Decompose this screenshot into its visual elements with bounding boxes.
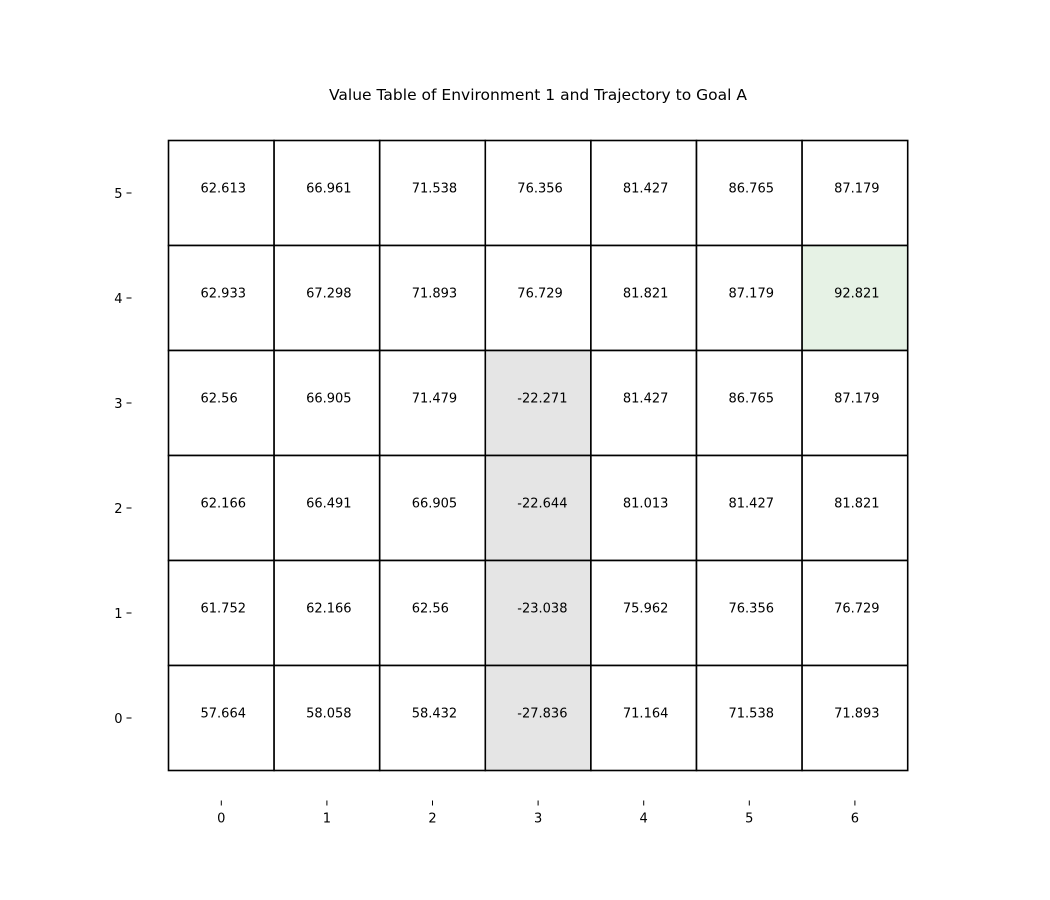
cell-1-2 <box>273 454 381 562</box>
cell-2-3 <box>378 349 487 457</box>
y-tick-label-5: 5 <box>114 187 122 202</box>
cell-1-3 <box>273 349 381 457</box>
cell-label-0-0: 57.664 <box>201 707 247 722</box>
cell-label-1-3: 66.905 <box>306 392 352 407</box>
cell-0-5 <box>167 139 275 247</box>
cell-6-2 <box>801 454 909 562</box>
x-tick-label-0: 0 <box>217 812 225 827</box>
cell-1-5 <box>273 139 381 247</box>
cell-2-4 <box>378 244 487 352</box>
cell-label-4-4: 81.821 <box>623 287 669 302</box>
cell-label-5-3: 86.765 <box>729 392 775 407</box>
x-tick-label-1: 1 <box>323 812 331 827</box>
cell-3-2 <box>484 454 592 562</box>
cell-label-1-1: 62.166 <box>306 602 352 617</box>
x-tick-label-6: 6 <box>851 812 859 827</box>
cell-label-2-2: 66.905 <box>412 497 458 512</box>
x-tick-label-5: 5 <box>745 812 753 827</box>
cell-label-6-4: 92.821 <box>834 287 880 302</box>
cell-label-5-2: 81.427 <box>729 497 775 512</box>
cell-label-2-4: 71.893 <box>412 287 458 302</box>
cell-label-4-0: 71.164 <box>623 707 669 722</box>
cell-label-2-3: 71.479 <box>412 392 458 407</box>
cell-2-0 <box>378 664 487 772</box>
cell-label-2-1: 62.56 <box>412 602 449 617</box>
chart-title: Value Table of Environment 1 and Traject… <box>329 86 747 104</box>
cell-label-1-5: 66.961 <box>306 182 352 197</box>
x-tick-label-4: 4 <box>640 812 648 827</box>
cell-label-0-1: 61.752 <box>201 602 247 617</box>
cell-label-3-1: -23.038 <box>517 602 567 617</box>
cell-label-4-3: 81.427 <box>623 392 669 407</box>
cell-label-4-1: 75.962 <box>623 602 669 617</box>
cell-label-6-0: 71.893 <box>834 707 880 722</box>
cell-label-1-2: 66.491 <box>306 497 352 512</box>
cell-0-0 <box>167 664 275 772</box>
x-tick-label-2: 2 <box>428 812 436 827</box>
cell-label-6-1: 76.729 <box>834 602 880 617</box>
cell-label-0-3: 62.56 <box>201 392 238 407</box>
cell-5-5 <box>695 139 803 247</box>
cell-label-3-3: -22.271 <box>517 392 567 407</box>
cell-label-2-5: 71.538 <box>412 182 458 197</box>
y-tick-label-1: 1 <box>114 607 122 622</box>
cell-label-0-4: 62.933 <box>201 287 247 302</box>
cell-label-4-5: 81.427 <box>623 182 669 197</box>
cell-5-0 <box>695 664 803 772</box>
cell-label-5-5: 86.765 <box>729 182 775 197</box>
cell-label-3-2: -22.644 <box>517 497 567 512</box>
cell-2-1 <box>378 559 487 667</box>
cell-6-4 <box>801 244 909 352</box>
cell-3-5 <box>484 139 592 247</box>
cell-label-2-0: 58.432 <box>412 707 458 722</box>
x-tick-label-3: 3 <box>534 812 542 827</box>
cell-label-1-4: 67.298 <box>306 287 352 302</box>
y-tick-label-3: 3 <box>114 397 122 412</box>
cell-5-3 <box>695 349 803 457</box>
cell-2-5 <box>378 139 487 247</box>
y-tick-label-4: 4 <box>114 292 122 307</box>
y-tick-label-2: 2 <box>114 502 122 517</box>
cell-4-0 <box>590 664 698 772</box>
cell-label-6-5: 87.179 <box>834 182 880 197</box>
cell-label-0-5: 62.613 <box>201 182 247 197</box>
cell-label-6-3: 87.179 <box>834 392 880 407</box>
cell-label-0-2: 62.166 <box>201 497 247 512</box>
cell-4-4 <box>590 244 698 352</box>
cell-6-3 <box>801 349 909 457</box>
cell-label-5-0: 71.538 <box>729 707 775 722</box>
cell-label-5-4: 87.179 <box>729 287 775 302</box>
cell-0-4 <box>167 244 275 352</box>
cell-6-0 <box>801 664 909 772</box>
cell-label-5-1: 76.356 <box>729 602 775 617</box>
cell-0-2 <box>167 454 275 562</box>
cell-label-1-0: 58.058 <box>306 707 352 722</box>
cell-labels-layer: 62.613 66.961 71.538 76.356 81.427 86.765 87.1… <box>201 182 880 722</box>
cell-3-0 <box>484 664 592 772</box>
cell-5-2 <box>695 454 803 562</box>
cell-4-3 <box>590 349 698 457</box>
cell-label-6-2: 81.821 <box>834 497 880 512</box>
y-axis: 0 1 2 3 4 5 <box>114 187 132 727</box>
x-axis: 0 1 2 3 4 5 6 <box>217 800 859 827</box>
cell-label-3-4: 76.729 <box>517 287 563 302</box>
cells-layer <box>167 139 909 772</box>
cell-label-3-0: -27.836 <box>517 707 567 722</box>
cell-3-3 <box>484 349 592 457</box>
y-tick-label-0: 0 <box>114 712 122 727</box>
cell-1-0 <box>273 664 381 772</box>
cell-label-4-2: 81.013 <box>623 497 669 512</box>
cell-0-1 <box>167 559 275 667</box>
cell-label-3-5: 76.356 <box>517 182 563 197</box>
